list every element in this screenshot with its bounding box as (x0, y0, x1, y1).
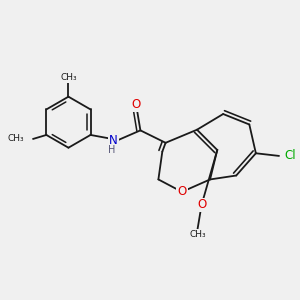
Text: CH₃: CH₃ (60, 73, 77, 82)
Text: N: N (109, 134, 118, 147)
Text: H: H (108, 145, 115, 155)
Text: CH₃: CH₃ (8, 134, 24, 143)
Text: O: O (131, 98, 141, 111)
Text: CH₃: CH₃ (189, 230, 206, 239)
Text: O: O (197, 199, 206, 212)
Text: Cl: Cl (285, 149, 296, 162)
Text: O: O (177, 185, 187, 198)
